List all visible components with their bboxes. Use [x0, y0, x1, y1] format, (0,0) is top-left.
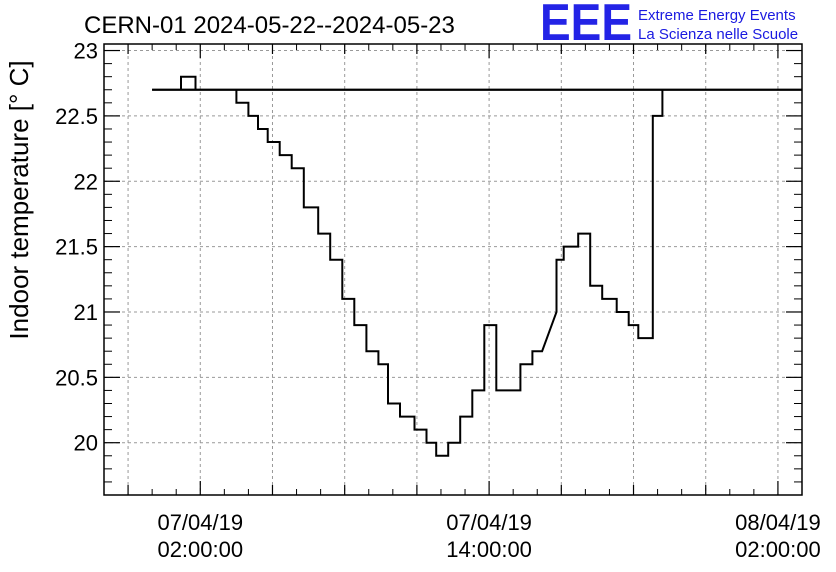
y-tick-label: 20 — [74, 431, 98, 456]
y-tick-label: 21.5 — [55, 235, 98, 260]
axis-ticks — [104, 44, 802, 495]
temperature-series-line — [152, 75, 802, 457]
y-tick-label: 22.5 — [55, 104, 98, 129]
series-group — [152, 75, 802, 457]
x-tick-labels: 07/04/1902:00:0007/04/1914:00:0008/04/19… — [157, 510, 820, 562]
chart-title: CERN-01 2024-05-22--2024-05-23 — [84, 12, 455, 39]
y-axis-label: Indoor temperature [° C] — [4, 60, 34, 339]
x-tick-label-date: 08/04/19 — [735, 510, 821, 535]
logo-line-1: Extreme Energy Events — [638, 7, 796, 24]
x-tick-label-time: 14:00:00 — [446, 537, 532, 562]
grid — [104, 44, 802, 495]
y-tick-labels: 20 20.5 21 21.5 22 22.5 23 — [55, 39, 98, 456]
x-tick-label-date: 07/04/19 — [446, 510, 532, 535]
y-tick-label: 23 — [74, 39, 98, 64]
y-tick-label: 21 — [74, 300, 98, 325]
logo-line-2: La Scienza nelle Scuole — [638, 26, 798, 43]
y-tick-label: 20.5 — [55, 365, 98, 390]
x-tick-label-time: 02:00:00 — [735, 537, 821, 562]
y-tick-label: 22 — [74, 169, 98, 194]
x-tick-label-date: 07/04/19 — [157, 510, 243, 535]
eee-logo: EEE Extreme Energy Events La Scienza nel… — [540, 0, 798, 52]
x-tick-label-time: 02:00:00 — [157, 537, 243, 562]
plot-frame — [103, 43, 803, 496]
